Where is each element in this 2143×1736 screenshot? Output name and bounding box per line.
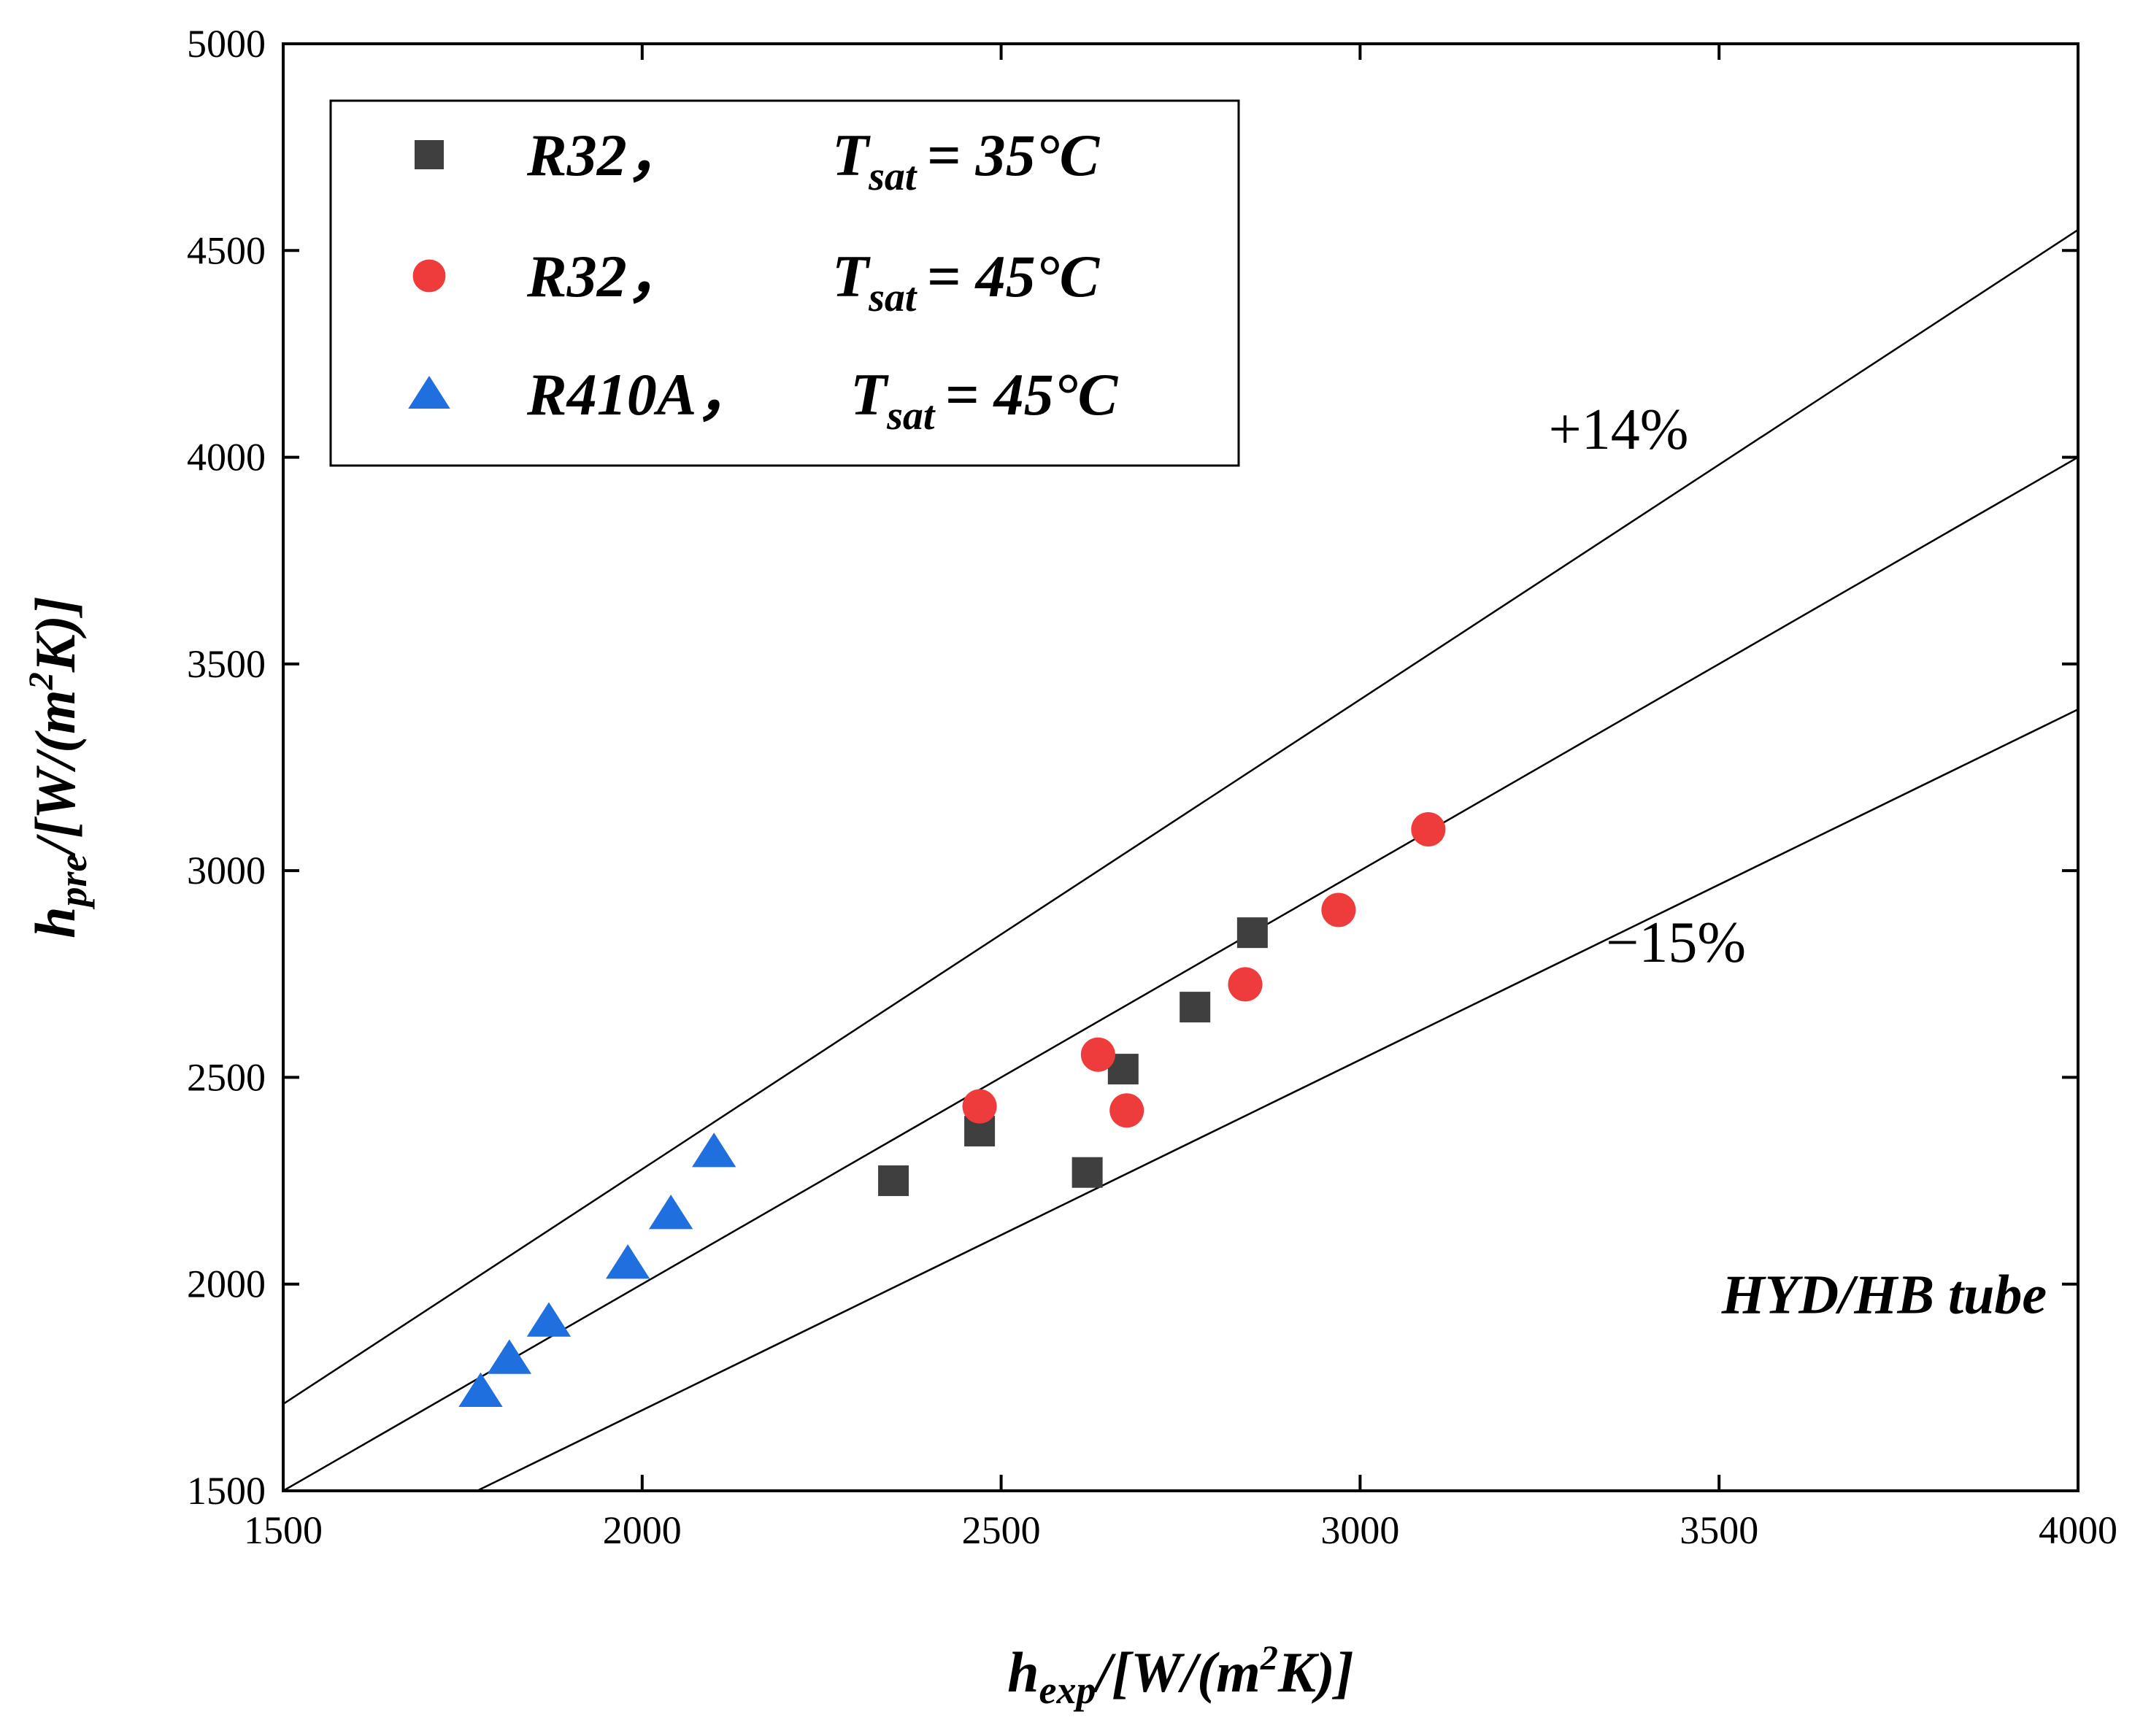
x-axis-subscript: exp — [1039, 1668, 1096, 1712]
x-axis-unit-power: 2 — [1260, 1639, 1278, 1678]
x-tick-label: 3000 — [1320, 1508, 1399, 1552]
x-axis-unit-open: /[W/(m — [1093, 1640, 1261, 1704]
legend-entry-value: = 35°C — [926, 122, 1100, 188]
y-tick-label: 5000 — [187, 22, 266, 66]
legend-entry-2: R32， Tsat = 45°C — [526, 243, 1100, 320]
circle-point — [962, 1089, 997, 1124]
legend-entry-symbol: T — [832, 243, 871, 309]
triangle-point — [691, 1133, 736, 1168]
parity-line — [282, 456, 2079, 1492]
y-tick-label: 1500 — [187, 1469, 266, 1513]
legend-entry-value: = 45°C — [944, 361, 1118, 428]
axis-ticks: 1500 2000 2500 3000 3500 4000 1500 2000 2500 3000… — [187, 22, 2117, 1552]
circle-point — [1411, 811, 1446, 847]
legend-entry-3: R410A， Tsat = 45°C — [526, 361, 1118, 439]
square-point — [1236, 917, 1268, 949]
circle-point — [1080, 1037, 1115, 1072]
x-tick-label: 1500 — [244, 1508, 323, 1552]
legend-marker-triangle — [408, 376, 450, 409]
legend-entry-name: R32， — [526, 243, 687, 309]
y-tick-label: 4500 — [187, 228, 266, 272]
triangle-point — [487, 1339, 532, 1374]
legend-entry-symbol: T — [832, 122, 871, 188]
-15-line — [477, 709, 2079, 1492]
y-tick-label: 3000 — [187, 849, 266, 892]
square-point — [878, 1165, 909, 1197]
x-axis-symbol: h — [1007, 1640, 1039, 1704]
triangle-point — [526, 1302, 572, 1337]
y-tick-label: 2500 — [187, 1055, 266, 1099]
y-axis-subscript: pre — [51, 854, 95, 909]
legend-entry-name: R32， — [526, 122, 687, 188]
x-tick-label: 3500 — [1680, 1508, 1758, 1552]
y-tick-label: 2000 — [187, 1262, 266, 1306]
triangle-point — [648, 1195, 693, 1230]
legend-entry-subscript: sat — [886, 393, 936, 439]
data-points — [458, 811, 1446, 1408]
legend-entry-1: R32， Tsat = 35°C — [526, 122, 1100, 199]
triangle-point — [605, 1244, 650, 1279]
square-point — [1072, 1157, 1103, 1188]
circle-point — [1228, 967, 1263, 1002]
x-tick-label: 2000 — [603, 1508, 682, 1552]
circle-point — [1321, 892, 1356, 927]
triangle-point — [458, 1372, 503, 1408]
reference-lines — [282, 228, 2079, 1492]
legend-entry-value: = 45°C — [926, 243, 1100, 309]
x-tick-label: 4000 — [2039, 1508, 2117, 1552]
square-point — [1180, 992, 1211, 1023]
y-axis-unit-power: 2 — [22, 672, 61, 690]
y-axis-unit-open: /[W/(m — [23, 690, 87, 857]
y-axis-title: hpre/[W/(m2K)] — [22, 596, 95, 938]
legend-box — [329, 99, 1240, 467]
-14-line — [282, 228, 2079, 1405]
legend-entry-name: R410A， — [526, 361, 756, 428]
tube-label: HYD/HB tube — [1721, 1264, 2047, 1325]
legend-entry-symbol: T — [850, 361, 889, 428]
legend-entry-subscript: sat — [868, 154, 917, 199]
minus-15-label: −15% — [1606, 911, 1746, 975]
y-tick-label: 4000 — [187, 436, 266, 479]
x-tick-label: 2500 — [962, 1508, 1041, 1552]
annotations: +14% −15% HYD/HB tube — [1549, 398, 2047, 1325]
legend-entry-subscript: sat — [868, 275, 917, 320]
plot-frame — [282, 42, 2079, 1492]
x-axis-unit-close: K)] — [1277, 1640, 1354, 1704]
circle-point — [1109, 1093, 1144, 1128]
plus-14-label: +14% — [1549, 398, 1689, 462]
legend-marker-square — [415, 140, 444, 169]
y-tick-label: 3500 — [187, 642, 266, 686]
legend-marker-circle — [412, 259, 446, 293]
x-axis-title: hexp/[W/(m2K)] — [1007, 1639, 1354, 1712]
y-axis-symbol: h — [23, 906, 87, 938]
y-axis-unit-close: K)] — [23, 596, 87, 673]
